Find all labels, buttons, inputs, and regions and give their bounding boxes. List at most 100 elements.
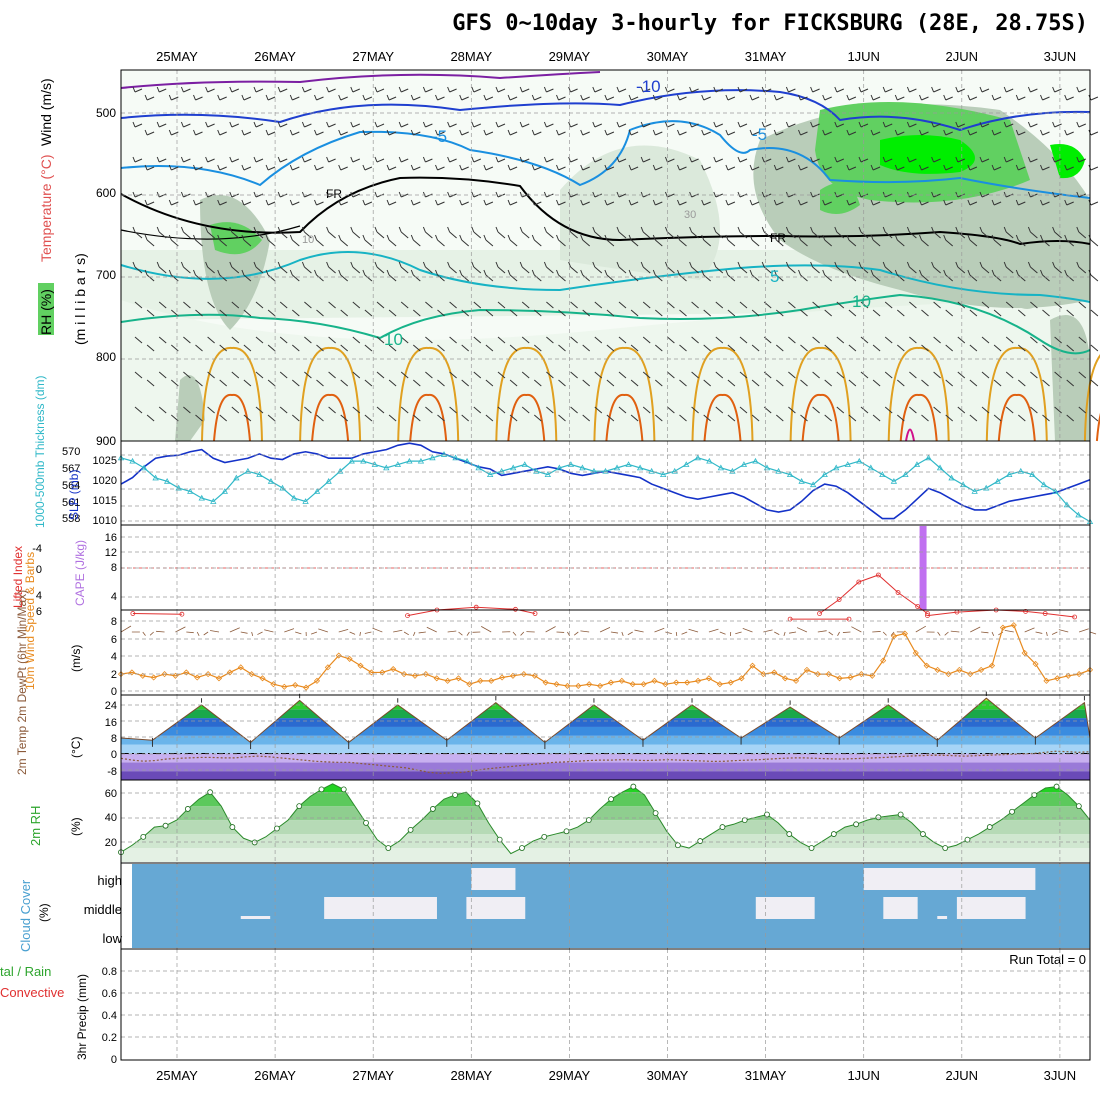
wind-barb [231, 231, 240, 239]
wind-barb [437, 96, 445, 101]
wind-barb [570, 123, 578, 128]
wind-barb-flag [592, 191, 596, 198]
wind-barb-flag [362, 234, 366, 241]
wind-barb [836, 301, 845, 309]
wind-barb [727, 309, 736, 317]
wind-barb-flag [919, 129, 922, 136]
wind-barb [812, 301, 820, 309]
surface-wind-barb [413, 631, 416, 637]
cloud-gap-middle [956, 897, 1026, 919]
wind-barb [158, 371, 167, 379]
wind-barb [643, 193, 651, 198]
wind-barb [255, 158, 264, 163]
surface-wind-barb [654, 627, 665, 633]
wind-barb [219, 379, 228, 387]
surface-wind-barb [610, 631, 619, 634]
wind-barb-flag [301, 261, 305, 268]
wind-barb [715, 123, 723, 128]
wind-barb-flag [265, 234, 269, 241]
wind-barb [146, 414, 155, 422]
wind-barb-flag [822, 269, 826, 276]
wind-barb-flag [398, 191, 402, 198]
thickness-point [809, 481, 817, 488]
wind-barb [775, 379, 784, 387]
wind-barb [1090, 131, 1099, 136]
wind-barb-flag [677, 269, 680, 276]
wind-barb [969, 201, 978, 206]
slp-panel: 570 567 564 561 558 1025 1020 1015 1010 … [33, 375, 1094, 528]
wind-barb-flag [374, 121, 378, 128]
wind-barb [897, 96, 905, 101]
wind-barb [800, 166, 808, 171]
thickness-point [556, 464, 563, 471]
wind-barb-flag [1040, 94, 1043, 101]
precip-tick-08: 0.8 [102, 966, 117, 978]
thickness-point [740, 461, 748, 467]
wind-speed-point [727, 679, 734, 686]
wind-speed-point [1032, 660, 1039, 668]
wind-barb-flag [955, 121, 959, 128]
wind-barb [933, 88, 941, 93]
surface-wind-barb [915, 625, 926, 633]
wind-barb [1066, 274, 1075, 282]
wind-barb [618, 336, 627, 344]
wind-barb [800, 379, 808, 387]
wind-barb [788, 406, 796, 414]
wind-barb [884, 231, 893, 239]
wind-barb [255, 193, 264, 198]
wind-barb-flag [725, 129, 729, 136]
thickness-line [120, 453, 1091, 523]
bottom-date-29MAY: 29MAY [549, 1068, 591, 1083]
wind-barb-flag [616, 226, 620, 233]
wind-tick-0: 0 [111, 686, 117, 698]
thickness-tick-570: 570 [62, 446, 80, 458]
wind-barb-flag [761, 121, 765, 128]
wind-barb-flag [749, 129, 753, 136]
wind-barb [546, 158, 554, 163]
wind-barb [933, 371, 941, 379]
wind-barb [473, 266, 482, 274]
wind-barb [340, 131, 348, 136]
wind-barb-flag [531, 234, 535, 241]
wind-barb [654, 309, 663, 317]
wind-barb-flag [447, 261, 451, 268]
wind-barb [776, 166, 784, 171]
wind-barb [618, 371, 627, 379]
wind-barb [449, 336, 457, 344]
wind-barb [340, 344, 349, 352]
surface-wind-barb [1035, 631, 1043, 634]
wind-barb [642, 336, 651, 344]
wind-barb [413, 201, 421, 206]
wind-barb [171, 201, 179, 206]
thickness-point [348, 457, 355, 464]
wind-barb-flag [314, 164, 317, 171]
wind-barb [812, 231, 820, 239]
wind-barb [691, 193, 699, 198]
wind-barb [775, 274, 784, 282]
wind-barb [1030, 88, 1038, 93]
wind-barb [582, 96, 590, 101]
wind-barb [618, 266, 627, 274]
wind-barb [437, 201, 445, 206]
wind-barb [679, 274, 687, 282]
wind-speed-point [215, 675, 223, 682]
wind-barb [146, 309, 155, 317]
rh2m-unit: (%) [69, 817, 83, 836]
wind-barb-flag [713, 86, 717, 93]
wind-barb-flag [435, 94, 438, 101]
wind-barb [630, 201, 639, 206]
wind-barb [1030, 231, 1038, 239]
surface-wind-barb [264, 629, 274, 633]
precip-tick-04: 0.4 [102, 1010, 117, 1022]
wind-barb [195, 309, 203, 317]
wind-barb-flag [713, 156, 717, 163]
wind-barb [896, 344, 905, 352]
wind-barb [715, 193, 723, 198]
wind-barb [207, 123, 215, 128]
wind-barb-flag [689, 191, 693, 198]
cloud-level-middle: middle [84, 902, 122, 917]
wind-barb-flag [180, 156, 184, 163]
wind-barb-flag [556, 164, 559, 171]
wind-barb [630, 166, 639, 171]
thickness-point [244, 467, 252, 474]
